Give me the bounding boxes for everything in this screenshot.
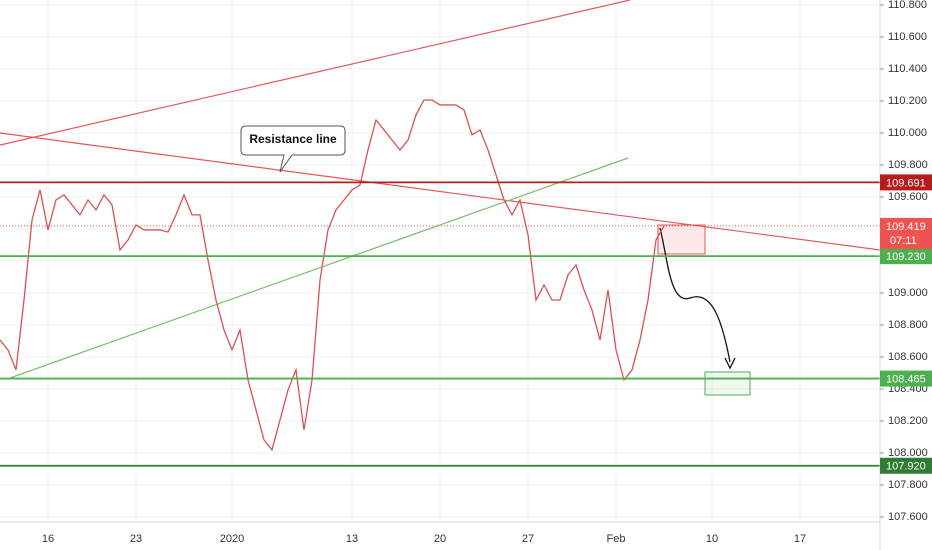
last-price-label: 109.419 (886, 221, 926, 233)
y-tick-label: 107.800 (888, 479, 928, 491)
level-label-bg (880, 370, 932, 387)
y-tick-label: 110.400 (888, 63, 927, 75)
y-tick-label: 108.800 (888, 319, 928, 331)
countdown: 07:11 (890, 235, 917, 247)
target-box (657, 224, 706, 255)
x-tick-label: 10 (706, 533, 718, 545)
x-tick-label: 23 (130, 533, 142, 545)
y-tick-label: 109.800 (888, 159, 928, 171)
level-label-bg (880, 174, 932, 191)
axis: 107.600107.800108.000108.200108.400108.6… (42, 0, 932, 545)
callout (240, 125, 346, 173)
arrow-head (724, 357, 736, 370)
y-tick-label: 110.600 (888, 31, 927, 43)
grid (0, 0, 880, 520)
last-price-bg (880, 217, 932, 249)
y-tick-label: 108.600 (888, 351, 928, 363)
x-tick-label: 20 (434, 533, 446, 545)
x-tick-label: 13 (346, 533, 358, 545)
level-label: 109.691 (886, 177, 926, 189)
x-tick-label: 27 (522, 533, 534, 545)
projection-arrow (659, 227, 731, 363)
y-tick-label: 107.600 (888, 511, 928, 523)
x-tick-label: 17 (794, 533, 806, 545)
y-tick-label: 109.000 (888, 287, 928, 299)
resistance-line (0, 132, 881, 251)
x-tick-label: Feb (607, 533, 626, 545)
y-tick-label: 110.200 (888, 95, 927, 107)
level-label: 109.230 (886, 251, 926, 263)
level-label-bg (880, 248, 932, 265)
annotation: Resistance line (249, 132, 337, 146)
level-label: 107.920 (886, 461, 926, 473)
y-tick-label: 108.000 (888, 447, 928, 459)
trend-line (0, 0, 631, 146)
level-label: 108.465 (886, 373, 926, 385)
support-trend-line (9, 157, 629, 379)
y-tick-label: 108.200 (888, 415, 928, 427)
price-line (0, 99, 665, 452)
level-label-bg (880, 457, 932, 474)
y-tick-label: 110.000 (888, 127, 927, 139)
x-tick-label: 16 (42, 533, 54, 545)
y-tick-label: 109.600 (888, 191, 928, 203)
x-tick-label: 2020 (220, 533, 244, 545)
target-box (704, 371, 751, 396)
y-tick-label: 110.800 (888, 0, 927, 11)
plot (0, 99, 880, 467)
